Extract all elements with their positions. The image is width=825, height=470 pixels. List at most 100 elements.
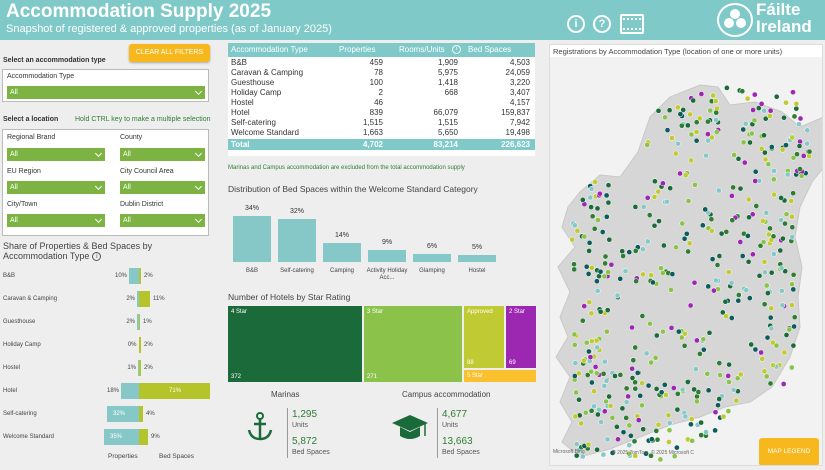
map-marker[interactable] [587, 194, 594, 201]
map-marker[interactable] [699, 222, 706, 229]
map-marker[interactable] [739, 88, 746, 95]
map-marker[interactable] [752, 178, 759, 184]
map-marker[interactable] [651, 194, 658, 200]
col-header-properties[interactable]: Properties [339, 45, 376, 54]
clear-all-filters-button[interactable]: CLEAR ALL FILTERS [129, 44, 210, 62]
map-marker[interactable] [712, 427, 718, 434]
bed-spaces-bar[interactable] [139, 314, 140, 330]
hotel-star-cell[interactable]: 4 Star 372 [228, 306, 362, 382]
map-marker[interactable] [710, 92, 717, 99]
map-marker[interactable] [746, 214, 752, 221]
map-marker[interactable] [599, 229, 606, 235]
map-marker[interactable] [752, 346, 759, 353]
map-marker[interactable] [602, 260, 608, 267]
map-marker[interactable] [789, 224, 796, 231]
map-marker[interactable] [662, 114, 668, 121]
map-marker[interactable] [778, 217, 784, 223]
map-marker[interactable] [644, 238, 651, 245]
map-marker[interactable] [765, 290, 771, 296]
map-marker[interactable] [696, 115, 703, 122]
map-marker[interactable] [770, 233, 777, 240]
map-marker[interactable] [709, 134, 715, 141]
map-marker[interactable] [768, 269, 775, 276]
properties-bar[interactable] [137, 291, 139, 307]
map-marker[interactable] [623, 385, 630, 392]
map-marker[interactable] [655, 188, 662, 195]
map-marker[interactable] [690, 97, 697, 104]
map-marker[interactable] [628, 432, 634, 439]
map-marker[interactable] [788, 198, 795, 204]
map-marker[interactable] [760, 239, 767, 245]
map-marker[interactable] [698, 91, 705, 97]
map-marker[interactable] [750, 251, 756, 258]
map-marker[interactable] [804, 127, 811, 134]
map-marker[interactable] [653, 428, 660, 434]
col-header-type[interactable]: Accommodation Type [231, 45, 308, 54]
map-marker[interactable] [713, 129, 720, 135]
map-marker[interactable] [705, 131, 711, 137]
map-marker[interactable] [791, 113, 798, 120]
map-marker[interactable] [762, 115, 769, 122]
map-legend-button[interactable]: MAP LEGEND [759, 438, 819, 465]
map-marker[interactable] [591, 403, 597, 410]
map-marker[interactable] [804, 140, 810, 147]
eu-region-dropdown[interactable]: All [7, 181, 105, 194]
map-marker[interactable] [639, 380, 646, 386]
map-marker[interactable] [661, 381, 668, 388]
map-marker[interactable] [603, 192, 610, 199]
map-marker[interactable] [744, 95, 751, 102]
map-marker[interactable] [666, 107, 673, 114]
map-marker[interactable] [781, 114, 787, 121]
map-marker[interactable] [668, 287, 674, 293]
map-marker[interactable] [796, 143, 803, 149]
map-marker[interactable] [716, 360, 723, 366]
map-marker[interactable] [578, 420, 585, 427]
map-marker[interactable] [592, 364, 599, 370]
map-marker[interactable] [591, 225, 598, 232]
map-marker[interactable] [571, 222, 578, 229]
map-marker[interactable] [672, 150, 679, 157]
map-marker[interactable] [584, 372, 591, 378]
map-marker[interactable] [666, 439, 672, 445]
map-marker[interactable] [682, 413, 689, 420]
map-marker[interactable] [794, 151, 800, 158]
map-marker[interactable] [589, 213, 596, 220]
video-film-icon[interactable] [620, 14, 644, 34]
map-marker[interactable] [713, 109, 720, 116]
map-marker[interactable] [652, 354, 659, 361]
map-marker[interactable] [601, 408, 608, 415]
map-marker[interactable] [697, 351, 703, 357]
map-marker[interactable] [700, 336, 707, 343]
map-marker[interactable] [723, 228, 730, 235]
map-marker[interactable] [593, 370, 600, 377]
map-marker[interactable] [782, 268, 789, 275]
map-marker[interactable] [571, 373, 578, 379]
map-marker[interactable] [726, 379, 732, 385]
map-marker[interactable] [626, 249, 633, 255]
map-marker[interactable] [596, 406, 602, 413]
map-marker[interactable] [653, 386, 660, 392]
map-marker[interactable] [583, 339, 590, 346]
map-marker[interactable] [633, 278, 639, 285]
map-marker[interactable] [737, 371, 744, 378]
map-marker[interactable] [675, 140, 681, 147]
map-marker[interactable] [698, 432, 705, 438]
map-marker[interactable] [715, 187, 722, 194]
map-marker[interactable] [780, 381, 787, 387]
map-marker[interactable] [588, 407, 595, 414]
map-marker[interactable] [667, 185, 674, 192]
map-marker[interactable] [767, 225, 773, 232]
map-marker[interactable] [626, 422, 633, 429]
map-marker[interactable] [739, 253, 746, 259]
map-marker[interactable] [679, 220, 686, 227]
map-marker[interactable] [614, 423, 620, 430]
map-marker[interactable] [761, 258, 768, 265]
map-marker[interactable] [597, 268, 604, 275]
dublin-district-dropdown[interactable]: All [120, 214, 205, 227]
map-marker[interactable] [571, 266, 578, 273]
map-marker[interactable] [762, 269, 768, 276]
map-marker[interactable] [585, 441, 592, 448]
col-header-rooms[interactable]: Rooms/Units [399, 45, 445, 54]
map-marker[interactable] [571, 331, 578, 338]
map-marker[interactable] [705, 283, 712, 290]
